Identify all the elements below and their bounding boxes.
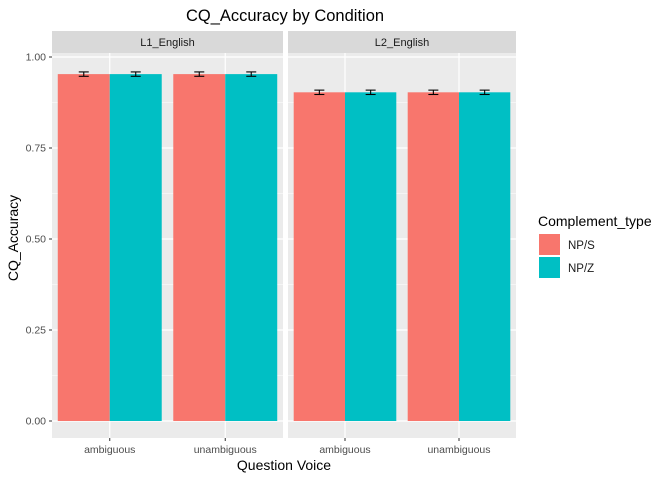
- error-bar: [130, 71, 141, 77]
- chart-title: CQ_Accuracy by Condition: [186, 7, 384, 25]
- x-tick-label: unambiguous: [194, 444, 257, 456]
- bar-nps-unambiguous: [173, 74, 226, 421]
- facet-strip-label: L1_English: [140, 37, 194, 49]
- bar-nps-unambiguous: [407, 92, 459, 422]
- error-bar: [428, 89, 439, 96]
- error-bar: [78, 71, 89, 77]
- facet-strip-label: L2_English: [375, 37, 429, 49]
- bar-nps-ambiguous: [57, 74, 110, 421]
- legend-key-1: [539, 234, 560, 255]
- error-bar: [479, 89, 490, 96]
- x-tick-label: unambiguous: [427, 444, 490, 456]
- facet-strip: [288, 31, 516, 53]
- legend-label-2: NP/Z: [568, 263, 594, 275]
- legend-title: Complement_type: [538, 213, 652, 229]
- y-axis-title: CQ_Accuracy: [5, 195, 21, 281]
- bar-npz-unambiguous: [225, 74, 278, 421]
- legend-key-2: [539, 257, 560, 278]
- x-tick-label: ambiguous: [84, 444, 135, 456]
- error-bar: [246, 71, 257, 77]
- error-bar: [314, 89, 325, 96]
- y-tick-label: 1.00: [26, 52, 47, 64]
- bar-npz-ambiguous: [345, 92, 397, 422]
- facet-panel-1: L1_English ambiguous unambiguous: [52, 31, 283, 456]
- bar-nps-ambiguous: [293, 92, 345, 422]
- y-tick-label: 0.75: [26, 143, 47, 155]
- bar-npz-ambiguous: [109, 74, 162, 421]
- y-tick-label: 0.25: [26, 325, 47, 337]
- facet-strip: [52, 31, 283, 53]
- x-tick-label: ambiguous: [319, 444, 370, 456]
- bar-npz-unambiguous: [459, 92, 511, 422]
- y-tick-label: 0.50: [26, 234, 47, 246]
- x-axis-title: Question Voice: [237, 457, 331, 473]
- y-axis: 0.00 0.25 0.50 0.75 1.00: [26, 52, 52, 428]
- y-tick-label: 0.00: [26, 416, 47, 428]
- legend-label-1: NP/S: [568, 240, 595, 252]
- error-bar: [194, 71, 205, 77]
- error-bar: [365, 89, 376, 96]
- legend: Complement_type NP/S NP/Z: [538, 213, 652, 278]
- facet-panel-2: L2_English ambiguous unambiguous: [288, 31, 516, 456]
